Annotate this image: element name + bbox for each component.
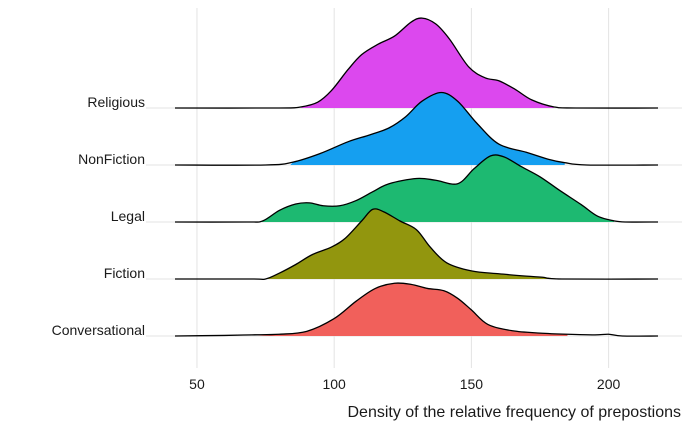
ridge-fiction (175, 208, 659, 281)
x-tick-label-50: 50 (189, 376, 205, 392)
ridge-fill-conversational (257, 282, 568, 336)
category-label-fiction: Fiction (104, 265, 145, 281)
category-label-religious: Religious (87, 94, 145, 110)
x-tick-label-200: 200 (597, 376, 621, 392)
ridge-nonfiction (174, 91, 659, 166)
category-label-conversational: Conversational (52, 322, 145, 338)
ridge-fill-religious (301, 18, 554, 108)
ridge-fill-nonfiction (290, 92, 565, 165)
ridge-outline-nonfiction (174, 91, 659, 166)
ridge-outline-fiction (175, 208, 659, 281)
ridge-religious (174, 17, 659, 109)
category-label-nonfiction: NonFiction (78, 151, 145, 167)
x-axis-title: Density of the relative frequency of pre… (347, 404, 681, 421)
category-labels: Conversational Fiction Legal NonFiction Reli… (52, 94, 145, 338)
ridge-legal (174, 154, 659, 223)
x-tick-label-100: 100 (322, 376, 346, 392)
ridge-conversational (174, 282, 659, 337)
x-tick-labels: 50 100 150 200 (189, 376, 620, 392)
ridge-outline-religious (174, 17, 659, 109)
category-label-legal: Legal (111, 208, 145, 224)
ridge-outline-legal (174, 154, 659, 223)
ridge-fill-legal (260, 154, 615, 222)
x-tick-label-150: 150 (460, 376, 484, 392)
ridge-fill-fiction (265, 208, 562, 279)
ridge-outline-conversational (174, 282, 659, 337)
ridges (174, 17, 659, 337)
